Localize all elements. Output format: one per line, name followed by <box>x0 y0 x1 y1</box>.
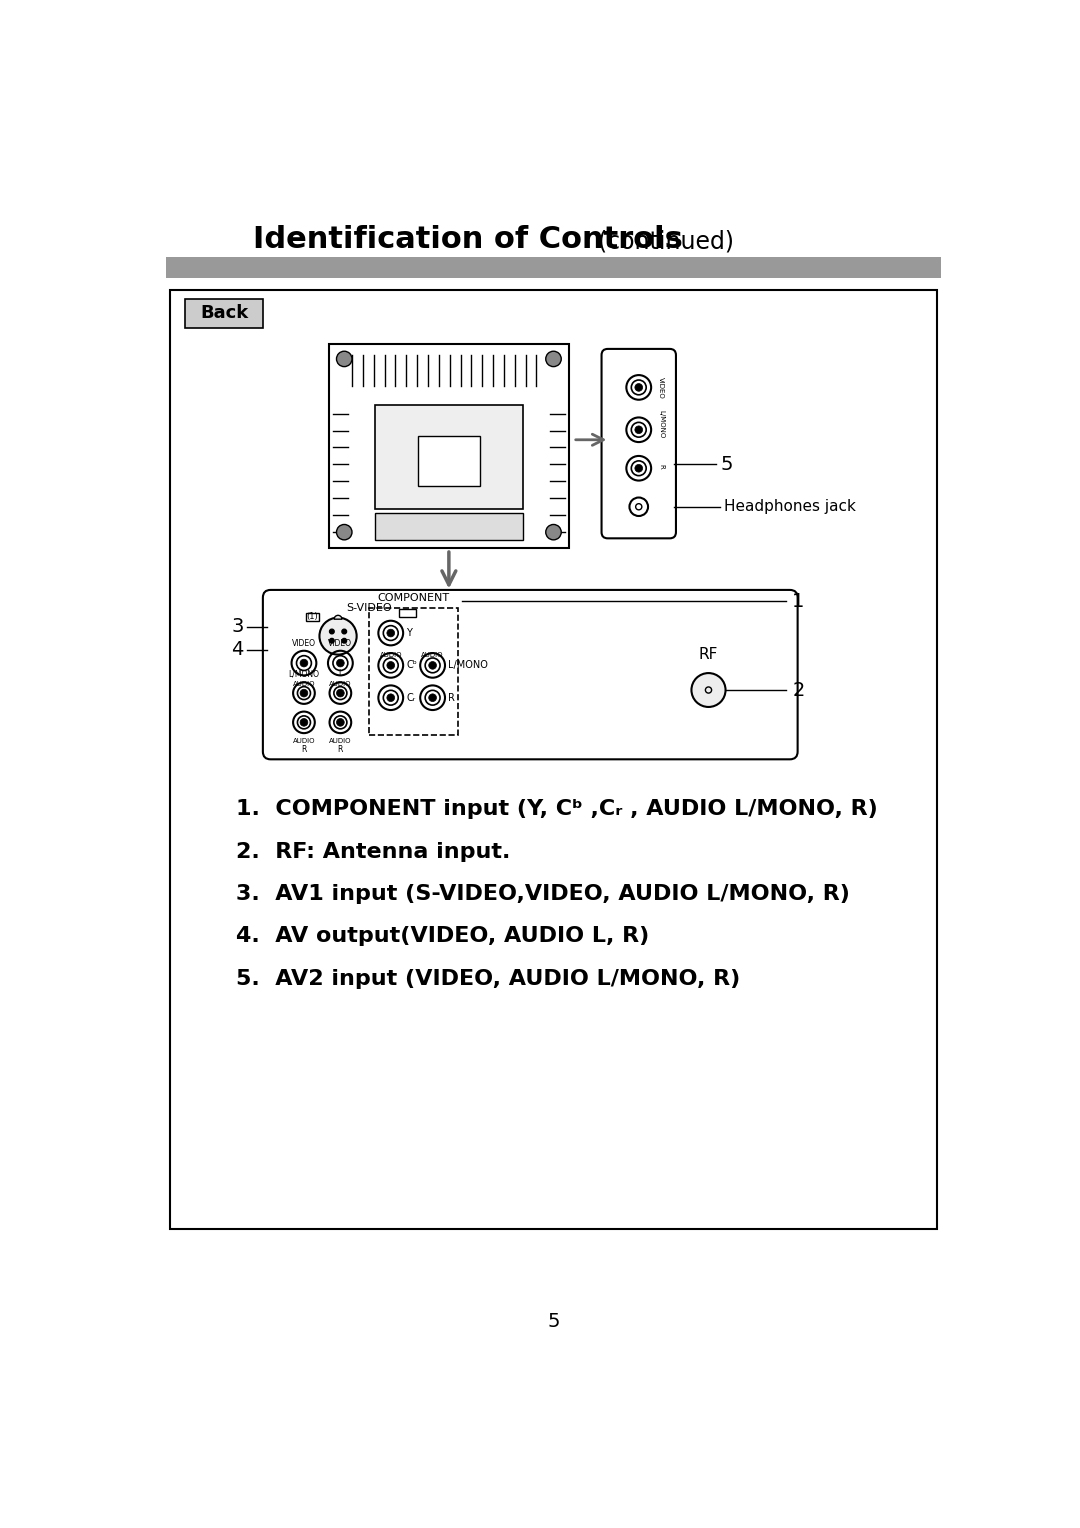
Circle shape <box>429 662 436 669</box>
Circle shape <box>337 659 345 666</box>
Text: 1: 1 <box>793 591 805 611</box>
Text: 5: 5 <box>548 1313 559 1331</box>
FancyBboxPatch shape <box>328 344 569 547</box>
Circle shape <box>691 672 726 707</box>
Text: Cᵣ: Cᵣ <box>406 692 416 703</box>
FancyBboxPatch shape <box>262 590 798 759</box>
Text: AUDIO: AUDIO <box>421 651 444 657</box>
Text: Cᵇ: Cᵇ <box>406 660 417 671</box>
Text: R: R <box>301 746 307 755</box>
Text: L/MONO: L/MONO <box>288 669 320 678</box>
FancyBboxPatch shape <box>602 348 676 538</box>
Text: 5: 5 <box>720 455 732 474</box>
Text: L: L <box>338 669 342 678</box>
Text: R: R <box>338 746 343 755</box>
Text: 2.  RF: Antenna input.: 2. RF: Antenna input. <box>235 842 510 862</box>
Text: Back: Back <box>200 304 248 322</box>
FancyBboxPatch shape <box>166 257 941 278</box>
Circle shape <box>342 639 347 643</box>
Circle shape <box>635 426 643 434</box>
Text: (1): (1) <box>307 613 319 622</box>
Circle shape <box>300 659 308 666</box>
Circle shape <box>300 689 308 697</box>
Text: 4: 4 <box>231 640 243 660</box>
Circle shape <box>342 630 347 634</box>
Text: RF: RF <box>699 648 718 662</box>
Text: 5.  AV2 input (VIDEO, AUDIO L/MONO, R): 5. AV2 input (VIDEO, AUDIO L/MONO, R) <box>235 969 740 989</box>
Circle shape <box>329 639 334 643</box>
FancyBboxPatch shape <box>186 299 262 329</box>
Text: VIDEO: VIDEO <box>328 639 352 648</box>
Text: (continued): (continued) <box>598 229 734 254</box>
Text: 1.  COMPONENT input (Y, Cᵇ ,Cᵣ , AUDIO L/MONO, R): 1. COMPONENT input (Y, Cᵇ ,Cᵣ , AUDIO L/… <box>235 799 877 819</box>
Text: Headphones jack: Headphones jack <box>724 500 855 515</box>
Wedge shape <box>334 616 342 619</box>
Circle shape <box>387 630 394 637</box>
Text: L/MONO: L/MONO <box>658 410 664 439</box>
Text: Y: Y <box>406 628 413 639</box>
Circle shape <box>545 351 562 367</box>
Text: R: R <box>448 692 455 703</box>
Circle shape <box>300 718 308 726</box>
Circle shape <box>635 384 643 391</box>
Text: COMPONENT: COMPONENT <box>378 593 449 602</box>
Circle shape <box>337 689 345 697</box>
Text: S-VIDEO: S-VIDEO <box>346 604 391 613</box>
FancyBboxPatch shape <box>170 290 937 1229</box>
FancyBboxPatch shape <box>375 405 523 509</box>
Text: AUDIO: AUDIO <box>379 651 402 657</box>
Circle shape <box>545 524 562 539</box>
Text: VIDEO: VIDEO <box>658 376 664 399</box>
Text: Identification of Controls: Identification of Controls <box>254 225 684 254</box>
Text: AUDIO: AUDIO <box>329 681 352 686</box>
FancyBboxPatch shape <box>306 613 320 620</box>
Text: 3.  AV1 input (S-VIDEO,VIDEO, AUDIO L/MONO, R): 3. AV1 input (S-VIDEO,VIDEO, AUDIO L/MON… <box>235 885 850 905</box>
Circle shape <box>387 694 394 701</box>
Circle shape <box>337 351 352 367</box>
Circle shape <box>337 524 352 539</box>
Circle shape <box>635 465 643 472</box>
Text: 4.  AV output(VIDEO, AUDIO L, R): 4. AV output(VIDEO, AUDIO L, R) <box>235 926 649 946</box>
Text: AUDIO: AUDIO <box>293 738 315 744</box>
Circle shape <box>429 694 436 701</box>
Circle shape <box>337 718 345 726</box>
Text: L/MONO: L/MONO <box>448 660 488 671</box>
Circle shape <box>320 617 356 654</box>
Circle shape <box>329 630 334 634</box>
Text: R: R <box>658 465 664 469</box>
Text: 3: 3 <box>231 617 243 636</box>
Text: AUDIO: AUDIO <box>329 738 352 744</box>
Text: AUDIO: AUDIO <box>293 681 315 686</box>
FancyBboxPatch shape <box>399 610 416 617</box>
Text: 2: 2 <box>793 680 805 700</box>
FancyBboxPatch shape <box>375 513 523 539</box>
Circle shape <box>387 662 394 669</box>
Text: VIDEO: VIDEO <box>292 639 316 648</box>
FancyBboxPatch shape <box>418 435 480 486</box>
